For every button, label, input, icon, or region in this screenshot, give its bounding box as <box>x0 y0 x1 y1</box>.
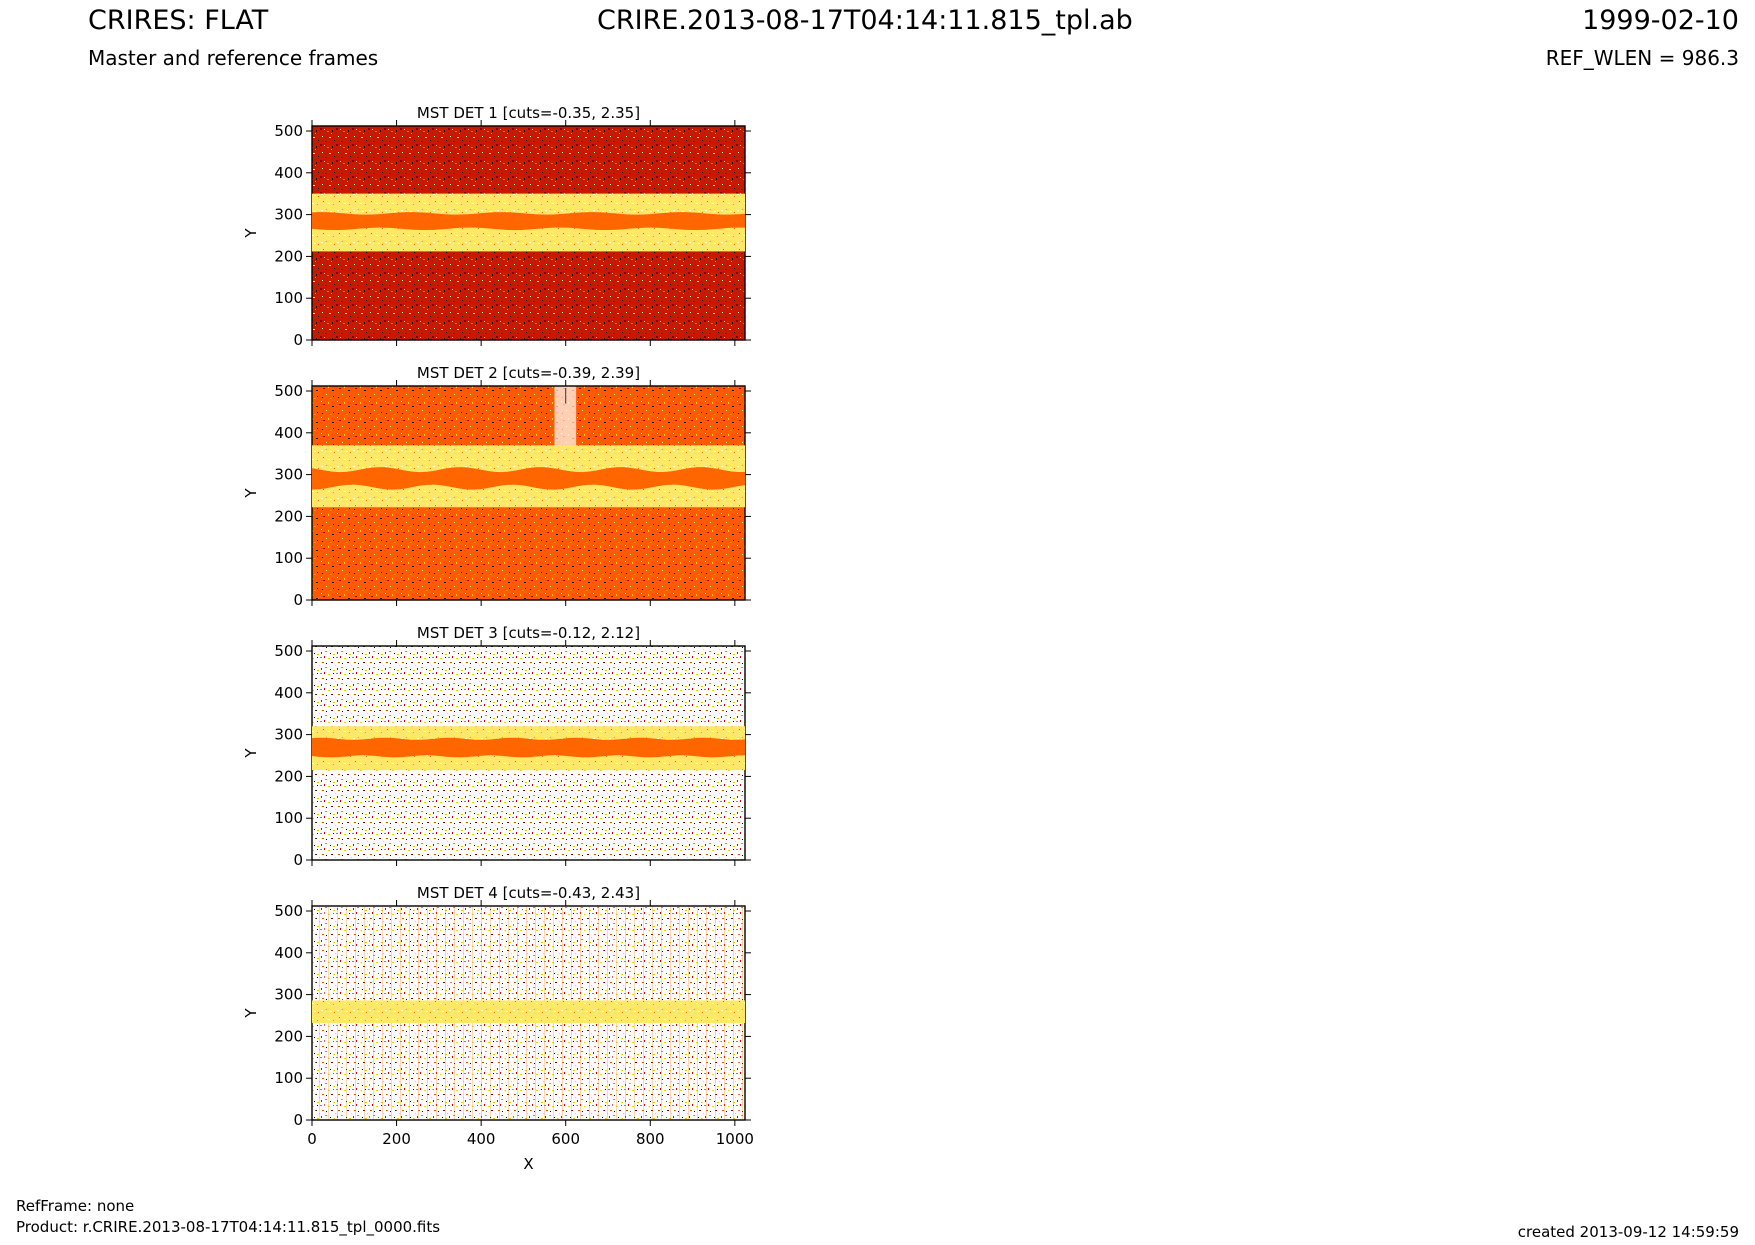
panel-3-ytick-label-0: 0 <box>293 851 303 869</box>
panel-4-ytick-label-0: 0 <box>293 1111 303 1129</box>
panel-3-ytick-label-3: 300 <box>274 726 303 744</box>
panel-2-ytick-label-4: 400 <box>274 424 303 442</box>
panel-1-ytick-label-2: 200 <box>274 247 303 265</box>
header-left-subtitle: Master and reference frames <box>88 46 379 70</box>
header-center-title: CRIRE.2013-08-17T04:14:11.815_tpl.ab <box>597 5 1133 36</box>
panel-4-glow <box>312 1000 745 1024</box>
panel-4-ytick-label-4: 400 <box>274 944 303 962</box>
panel-4-xtick-label-2: 400 <box>467 1130 496 1148</box>
panel-4-xtick-label-0: 0 <box>307 1130 317 1148</box>
panel-3-ytick-label-5: 500 <box>274 642 303 660</box>
panel-2-ytick-label-3: 300 <box>274 466 303 484</box>
panel-1-ylabel: Y <box>242 228 260 239</box>
refframe-label: RefFrame: none <box>16 1197 135 1215</box>
panel-4-xlabel: X <box>523 1155 533 1173</box>
panel-3-saturated-band <box>312 737 745 758</box>
panel-1-saturated-band <box>312 212 745 231</box>
panel-1-ytick-label-0: 0 <box>293 331 303 349</box>
panel-3-title: MST DET 3 [cuts=-0.12, 2.12] <box>417 624 640 642</box>
panel-1-ytick-label-5: 500 <box>274 122 303 140</box>
panel-4-xtick-label-5: 1000 <box>716 1130 754 1148</box>
panel-2-ytick-label-2: 200 <box>274 507 303 525</box>
header-right-subtitle: REF_WLEN = 986.3 <box>1545 46 1739 70</box>
header-right-title: 1999-02-10 <box>1582 5 1739 36</box>
panel-3-ytick-label-4: 400 <box>274 684 303 702</box>
panel-4-ytick-label-1: 100 <box>274 1069 303 1087</box>
panel-4: MST DET 4 [cuts=-0.43, 2.43] 0 100 200 300 40… <box>242 884 754 1173</box>
panel-1-ytick-label-4: 400 <box>274 164 303 182</box>
panel-1-ytick-label-3: 300 <box>274 206 303 224</box>
panel-4-xtick-label-3: 600 <box>551 1130 580 1148</box>
panel-1-title: MST DET 1 [cuts=-0.35, 2.35] <box>417 104 640 122</box>
panel-3-ylabel: Y <box>242 748 260 759</box>
panel-1-ytick-label-1: 100 <box>274 289 303 307</box>
panel-4-ytick-label-5: 500 <box>274 902 303 920</box>
panel-4-xtick-label-1: 200 <box>382 1130 411 1148</box>
panel-2-saturated-band <box>312 467 745 490</box>
product-label: Product: r.CRIRE.2013-08-17T04:14:11.815… <box>16 1218 441 1236</box>
panel-2-vertical-glow <box>554 386 577 450</box>
created-label: created 2013-09-12 14:59:59 <box>1517 1223 1739 1241</box>
panel-2-ytick-label-1: 100 <box>274 549 303 567</box>
panel-4-ytick-label-2: 200 <box>274 1027 303 1045</box>
panel-3-ytick-label-1: 100 <box>274 809 303 827</box>
header-left-title: CRIRES: FLAT <box>88 5 269 36</box>
panel-4-ytick-label-3: 300 <box>274 986 303 1004</box>
panel-2-ylabel: Y <box>242 488 260 499</box>
panel-4-xtick-label-4: 800 <box>636 1130 665 1148</box>
panel-2-ytick-label-5: 500 <box>274 382 303 400</box>
panel-2-ytick-label-0: 0 <box>293 591 303 609</box>
panel-2-title: MST DET 2 [cuts=-0.39, 2.39] <box>417 364 640 382</box>
panel-4-title: MST DET 4 [cuts=-0.43, 2.43] <box>417 884 640 902</box>
panel-3-ytick-label-2: 200 <box>274 767 303 785</box>
panel-4-ylabel: Y <box>242 1008 260 1019</box>
